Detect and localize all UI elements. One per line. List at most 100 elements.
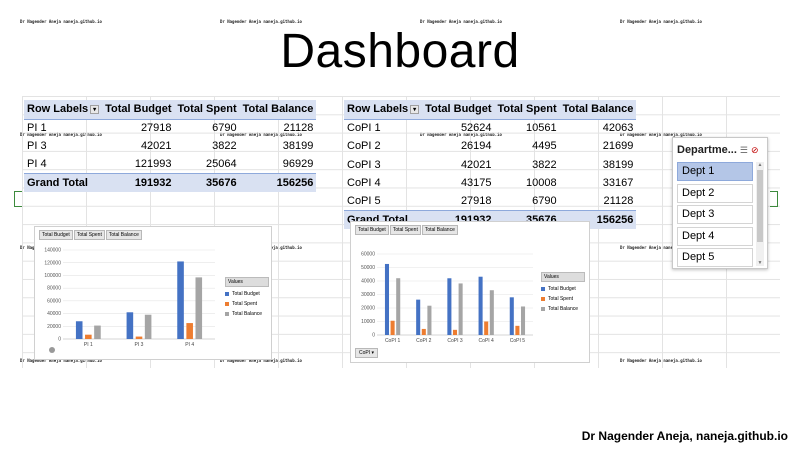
bar-total-budget [75, 321, 83, 339]
row-label: PI 1 [27, 122, 47, 135]
table-row[interactable]: PI 4 121993 25064 96929 [24, 156, 316, 174]
bar-total-budget [126, 312, 134, 339]
legend-swatch [541, 307, 545, 311]
y-tick-label: 40000 [47, 311, 61, 317]
legend-swatch [225, 292, 229, 296]
x-tick-label: PI 4 [185, 342, 194, 348]
table-row[interactable]: PI 3 42021 3822 38199 [24, 137, 316, 155]
row-labels-header[interactable]: Row Labels ▾ [24, 100, 103, 120]
legend-label: Total Balance [232, 311, 263, 317]
y-tick-label: 80000 [47, 286, 61, 292]
field-button-total-spent[interactable]: Total Spent [389, 225, 421, 235]
row-label: PI 4 [27, 158, 47, 171]
field-button-total-balance[interactable]: Total Balance [421, 225, 458, 235]
scrollbar-thumb[interactable] [757, 170, 763, 242]
grand-total-row[interactable]: Grand Total 191932 35676 156256 [24, 173, 317, 193]
bar-total-spent [515, 325, 520, 335]
table-row[interactable]: CoPI 1 52624 10561 42063 [344, 119, 636, 137]
row-label: CoPI 1 [347, 122, 381, 135]
cell-value: 42063 [602, 122, 634, 135]
clear-filter-icon[interactable]: ⊘ [751, 144, 759, 155]
watermark: Dr Nagender Aneja naneja.github.io [20, 19, 102, 24]
total-budget-header: Total Budget [102, 100, 175, 120]
bar-total-balance [427, 305, 432, 335]
legend-swatch [541, 297, 545, 301]
cell-value: 21699 [602, 140, 634, 153]
multi-select-icon[interactable]: ☰ [739, 144, 748, 155]
dropdown-arrow-icon: ▾ [371, 350, 375, 356]
slicer-item-dept-5[interactable]: Dept 5 [677, 248, 753, 267]
table-row[interactable]: CoPI 5 27918 6790 21128 [344, 192, 636, 210]
field-button-total-budget[interactable]: Total Budget [355, 225, 389, 235]
bar-total-budget [416, 299, 421, 335]
bar-total-balance [458, 283, 463, 335]
bar-total-balance [396, 278, 401, 335]
scroll-up-icon[interactable]: ▲ [757, 162, 763, 168]
x-tick-label: CoPI 4 [479, 338, 495, 344]
copi-filter-button[interactable]: CoPI ▾ [355, 348, 379, 358]
cell-value: 3822 [532, 158, 557, 171]
field-button-total-spent[interactable]: Total Spent [73, 230, 105, 240]
y-tick-label: 0 [372, 333, 375, 339]
filter-dropdown-icon[interactable]: ▾ [90, 104, 100, 114]
watermark: Dr Nagender Aneja naneja.github.io [220, 19, 302, 24]
field-button-total-budget[interactable]: Total Budget [39, 230, 73, 240]
cell-value: 43175 [460, 177, 492, 190]
slicer-header: Departme... ☰ ⊘ [677, 142, 765, 158]
row-label: PI 3 [27, 140, 47, 153]
chart-field-buttons: Total Budget Total Spent Total Balance [355, 225, 458, 235]
cell-selection-edge-left [14, 191, 22, 207]
slicer-item-dept-3[interactable]: Dept 3 [677, 205, 753, 224]
slicer-item-dept-2[interactable]: Dept 2 [677, 183, 753, 203]
bar-total-budget [384, 263, 390, 335]
bar-total-balance [195, 277, 203, 339]
bar-total-balance [144, 314, 152, 339]
cell-value: 27918 [140, 122, 172, 135]
cell-value: 156256 [239, 173, 317, 193]
bar-total-balance [94, 325, 101, 339]
page-title: Dashboard [280, 25, 520, 78]
filter-dropdown-icon[interactable]: ▾ [410, 104, 420, 114]
legend-item-total-budget: Total Budget [541, 286, 585, 292]
table-row[interactable]: CoPI 3 42021 3822 38199 [344, 156, 636, 174]
slicer-item-dept-1[interactable]: Dept 1 [677, 162, 753, 181]
slicer-item-dept-4[interactable]: Dept 4 [677, 226, 753, 246]
chart-handle-icon[interactable] [49, 347, 55, 353]
row-label: CoPI 2 [347, 140, 381, 153]
x-tick-label: PI 1 [84, 342, 93, 348]
legend-title[interactable]: Values [541, 272, 585, 282]
table-row[interactable]: CoPI 2 26194 4495 21699 [344, 137, 636, 155]
pivot-header-row: Row Labels ▾ Total Budget Total Spent Tot… [24, 100, 317, 120]
y-tick-label: 120000 [44, 260, 61, 266]
x-tick-label: CoPI 3 [447, 338, 463, 344]
legend-item-total-spent: Total Spent [225, 301, 269, 307]
y-tick-label: 40000 [361, 279, 375, 285]
pivot-chart-pi[interactable]: Total Budget Total Spent Total Balance 0… [34, 226, 272, 360]
y-tick-label: 60000 [47, 298, 61, 304]
scroll-down-icon[interactable]: ▼ [757, 260, 763, 266]
legend-label: Total Spent [232, 301, 258, 307]
field-button-total-balance[interactable]: Total Balance [105, 230, 142, 240]
legend-label: Total Budget [548, 286, 576, 292]
pivot-table-copi[interactable]: Row Labels ▾ Total Budget Total Spent Tot… [344, 100, 637, 229]
bar-total-spent [186, 323, 193, 339]
row-labels-header[interactable]: Row Labels ▾ [344, 100, 423, 120]
row-label: CoPI 4 [347, 177, 381, 190]
pivot-chart-copi[interactable]: Total Budget Total Spent Total Balance 0… [350, 221, 590, 363]
department-slicer[interactable]: Departme... ☰ ⊘ Dept 1 Dept 2 Dept 3 Dep… [672, 137, 768, 269]
slicer-scrollbar[interactable]: ▲ ▼ [756, 162, 764, 266]
table-row[interactable]: PI 1 27918 6790 21128 [24, 119, 316, 137]
row-label: Grand Total [24, 173, 103, 193]
watermark: Dr Nagender Aneja naneja.github.io [420, 19, 502, 24]
bar-total-budget [177, 261, 184, 339]
cell-value: 26194 [460, 140, 492, 153]
table-row[interactable]: CoPI 4 43175 10008 33167 [344, 174, 636, 192]
total-spent-header: Total Spent [494, 100, 560, 120]
total-budget-header: Total Budget [422, 100, 495, 120]
y-tick-label: 20000 [47, 324, 61, 330]
cell-value: 96929 [282, 158, 314, 171]
legend-title[interactable]: Values [225, 277, 269, 287]
pivot-table-pi[interactable]: Row Labels ▾ Total Budget Total Spent Tot… [24, 100, 317, 193]
y-tick-label: 140000 [44, 248, 61, 254]
cell-value: 52624 [460, 122, 492, 135]
